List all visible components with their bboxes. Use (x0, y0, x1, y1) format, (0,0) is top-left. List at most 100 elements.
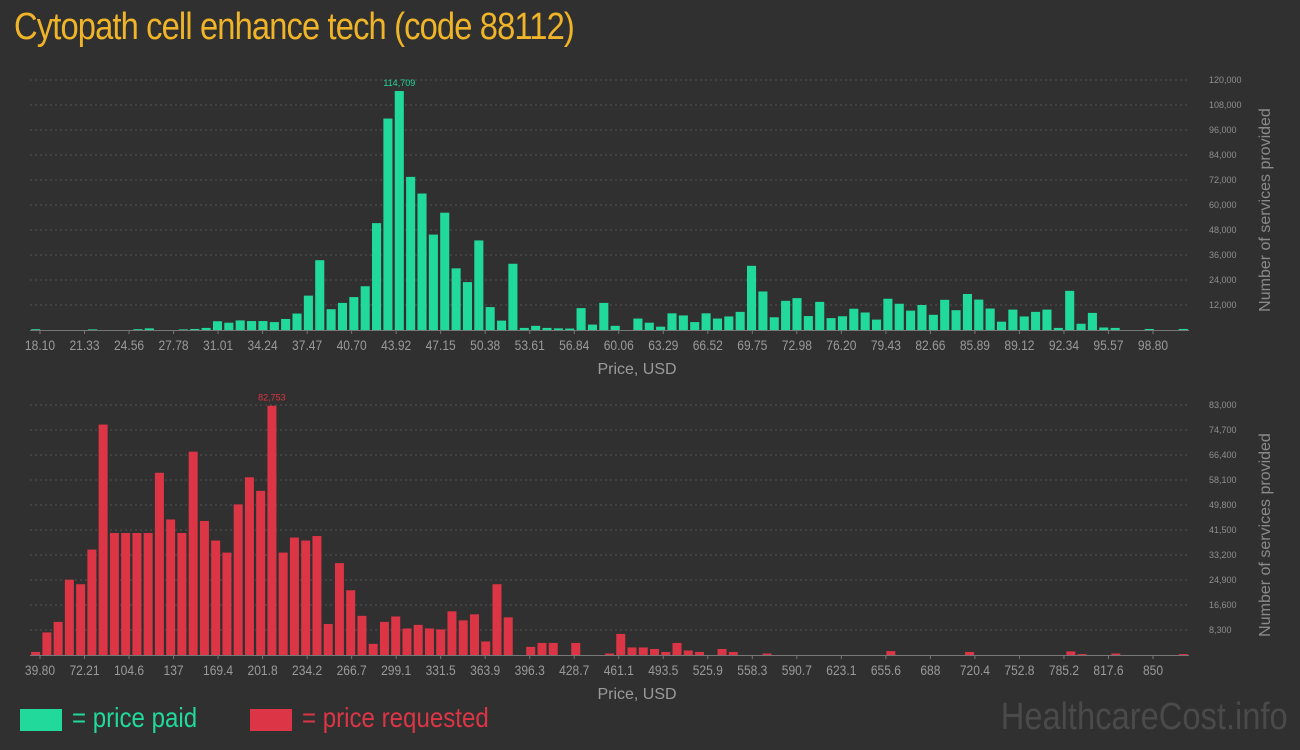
chart-requested-ytick-label: 8,300 (1209, 625, 1232, 635)
chart-requested-bar (312, 536, 322, 655)
chart-requested-ytick-label: 16,600 (1209, 600, 1237, 610)
chart-paid-bar (860, 312, 870, 330)
chart-paid-bar (576, 308, 586, 330)
chart-paid-bar (349, 297, 359, 330)
chart-requested-xtick-label: 201.8 (248, 662, 278, 678)
chart-requested-bar (87, 549, 97, 655)
chart-requested-bar (1178, 654, 1188, 655)
chart-requested-xtick-label: 590.7 (782, 662, 812, 678)
chart-paid-bar (247, 321, 257, 330)
chart-paid-bar (792, 298, 802, 330)
chart-paid-bar (917, 305, 927, 330)
chart-paid-bar (610, 325, 620, 330)
chart-requested-bar (717, 648, 727, 655)
chart-paid-bar (633, 318, 643, 330)
chart-requested-ytick-label: 33,200 (1209, 550, 1237, 560)
chart-requested-bar (64, 579, 74, 655)
chart-paid-bar (372, 223, 382, 330)
chart-paid-bar (837, 316, 847, 330)
chart-paid-xtick-label: 47.15 (426, 337, 456, 353)
chart-requested-bar (650, 648, 660, 655)
chart-paid-bar (394, 91, 404, 330)
chart-requested-bar (965, 651, 975, 655)
chart-requested-bar (886, 651, 896, 655)
chart-paid-bar (269, 322, 279, 330)
chart-requested-bar (1111, 653, 1121, 655)
chart-paid-xtick-label: 37.47 (292, 337, 322, 353)
chart-requested-xtick-label: 850 (1143, 662, 1163, 678)
chart-paid-xtick-label: 95.57 (1093, 337, 1123, 353)
chart-paid-bar (1019, 316, 1029, 330)
chart-requested-bar (267, 405, 277, 655)
chart-paid-xtick-label: 89.12 (1004, 337, 1034, 353)
chart-paid-bar (281, 318, 291, 330)
chart-requested-bar (109, 533, 119, 655)
legend-label-requested: = price requested (302, 702, 489, 733)
chart-requested-bar (458, 620, 468, 655)
legend-label-paid: = price paid (72, 702, 198, 733)
chart-paid-bar (815, 301, 825, 330)
page-title: Cytopath cell enhance tech (code 88112) (14, 6, 575, 48)
chart-paid-xtick-label: 24.56 (114, 337, 144, 353)
chart-requested-xtick-label: 720.4 (960, 662, 990, 678)
chart-paid-ytick-label: 36,000 (1209, 250, 1237, 260)
chart-paid-xtick-label: 63.29 (648, 337, 678, 353)
chart-paid-bar (656, 326, 666, 330)
chart-paid-ytick-label: 12,000 (1209, 300, 1237, 310)
chart-requested-bar (447, 611, 457, 655)
chart-paid-bar (235, 320, 245, 330)
chart-requested-bar (301, 540, 311, 655)
chart-paid-bar (462, 282, 473, 330)
chart-paid-ytick-label: 108,000 (1209, 100, 1242, 110)
chart-requested-xtick-label: 331.5 (426, 662, 456, 678)
chart-requested-bar (177, 533, 187, 655)
chart-requested-bar (53, 621, 63, 655)
chart-paid-bar (826, 318, 836, 330)
chart-requested-bar (199, 520, 209, 655)
chart-requested-xtick-label: 623.1 (826, 662, 856, 678)
chart-paid-bar (587, 324, 598, 330)
chart-paid-ytick-label: 48,000 (1209, 225, 1237, 235)
chart-paid-bar (224, 322, 234, 330)
chart-paid-bar (565, 328, 575, 330)
chart-paid-bar (962, 293, 972, 330)
chart-requested-bar (683, 650, 693, 655)
chart-paid-bar (906, 310, 916, 330)
legend-swatch-paid (20, 709, 62, 731)
chart-requested-bar (481, 641, 491, 655)
chart-paid-xtick-label: 82.66 (915, 337, 945, 353)
chart-paid-bar (769, 317, 779, 330)
chart-paid-bar (133, 329, 143, 330)
chart-price-requested: 8,300 16,600 24,900 33,200 41,500 49,800 58,10… (25, 393, 1274, 703)
chart-paid-bar (428, 234, 438, 330)
chart-paid-bar (440, 212, 450, 330)
chart-requested-bar (571, 642, 581, 655)
chart-requested-bar (98, 424, 108, 655)
chart-paid-bar (758, 291, 768, 330)
chart-paid-xaxis-label: Price, USD (597, 361, 676, 378)
chart-paid-bar (849, 308, 859, 330)
chart-paid-bar (883, 298, 893, 330)
chart-paid-xtick-label: 60.06 (604, 337, 634, 353)
chart-paid-bar (326, 309, 336, 330)
chart-requested-bar (188, 451, 198, 655)
chart-paid-peak-label: 114,709 (383, 78, 415, 88)
watermark: HealthcareCost.info (1000, 696, 1288, 738)
chart-requested-bar (379, 621, 389, 655)
chart-requested-peak-label: 82,753 (258, 393, 286, 403)
chart-requested-ytick-label: 83,000 (1209, 400, 1237, 410)
chart-paid-bar (519, 327, 529, 330)
chart-paid-bar (746, 265, 757, 330)
chart-paid-xtick-label: 31.01 (203, 337, 233, 353)
chart-requested-bar (346, 590, 356, 655)
chart-paid-bar (894, 303, 904, 330)
chart-requested-xtick-label: 234.2 (292, 662, 322, 678)
chart-paid-ytick-label: 120,000 (1209, 75, 1242, 85)
chart-requested-bar (638, 647, 648, 655)
chart-requested-yaxis-label: Number of services provided (1257, 433, 1274, 637)
chart-paid-xtick-label: 76.20 (826, 337, 856, 353)
chart-paid-ytick-label: 84,000 (1209, 150, 1237, 160)
chart-requested-bar (616, 633, 626, 655)
chart-requested-bar (604, 653, 615, 655)
chart-paid-xtick-label: 66.52 (693, 337, 723, 353)
